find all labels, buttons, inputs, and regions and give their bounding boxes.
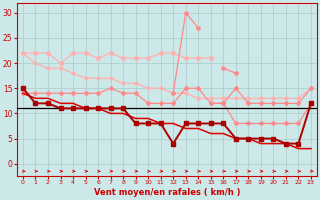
X-axis label: Vent moyen/en rafales ( km/h ): Vent moyen/en rafales ( km/h )	[94, 188, 240, 197]
